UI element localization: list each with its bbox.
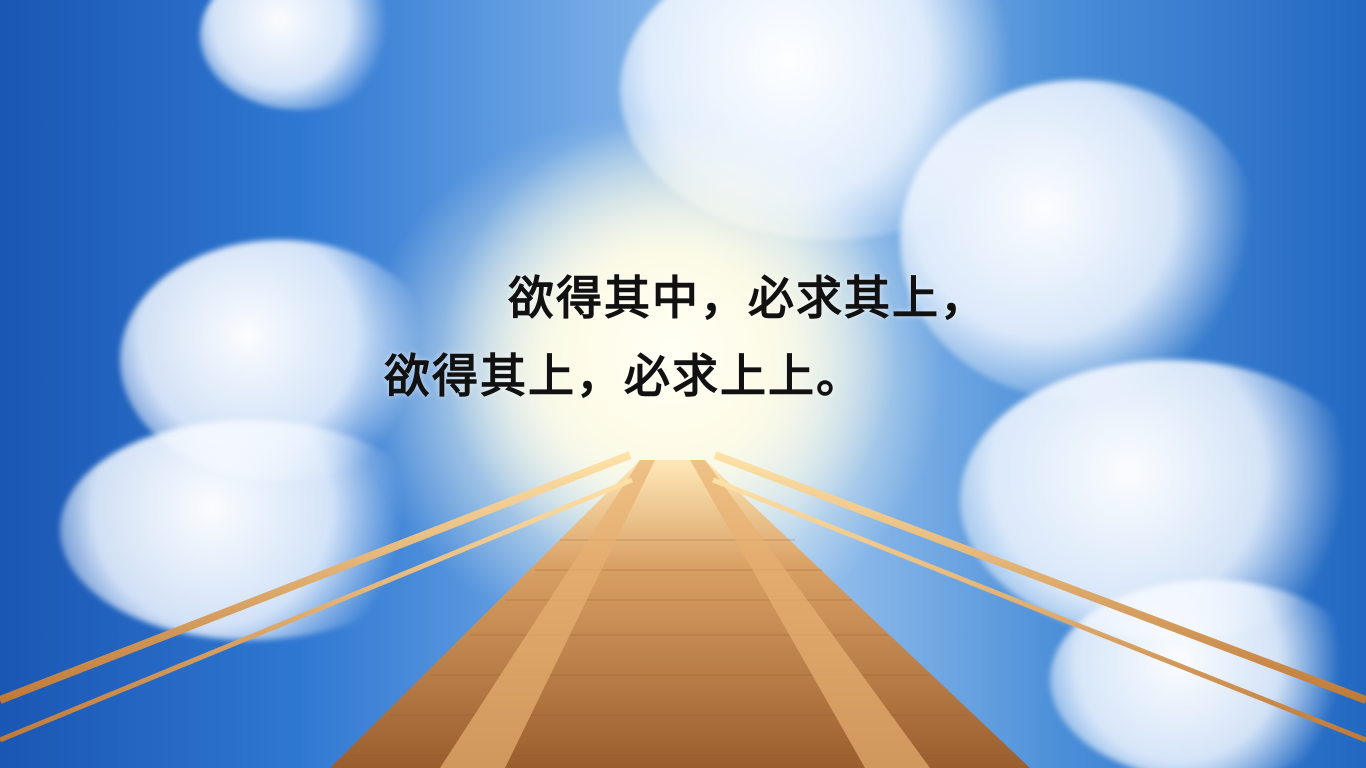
left-railing xyxy=(0,451,633,768)
quote-line-1: 欲得其中，必求其上， xyxy=(508,271,988,325)
right-railing xyxy=(712,451,1366,768)
quote-line-2: 欲得其上，必求上上。 xyxy=(384,349,864,403)
bridge-side-strip-left xyxy=(440,460,655,768)
bridge-side-strip-right xyxy=(690,460,930,768)
cloud-right xyxy=(900,80,1260,400)
